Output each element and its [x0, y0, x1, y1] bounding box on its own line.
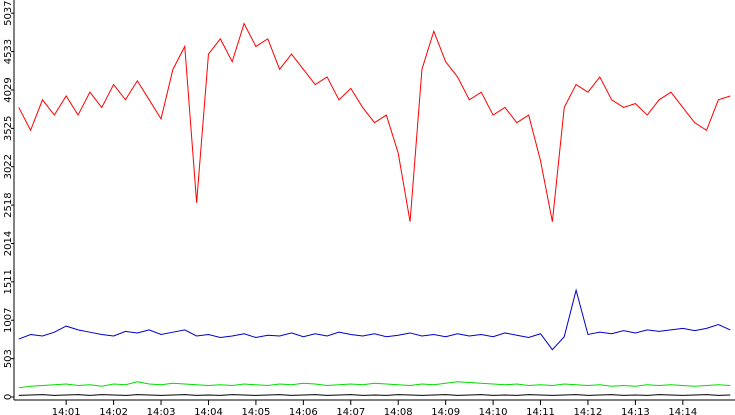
- x-tick-label: 14:02: [99, 407, 128, 415]
- y-tick-label: 5037: [3, 0, 14, 25]
- x-tick-label: 14:10: [479, 407, 508, 415]
- series-line: [18, 22, 731, 222]
- x-tick-label: 14:14: [668, 407, 697, 415]
- series-line: [18, 381, 731, 389]
- y-tick-label: 2014: [3, 231, 14, 256]
- y-tick-label: 1511: [3, 269, 14, 294]
- y-tick-label: 4533: [3, 39, 14, 64]
- x-tick-label: 14:11: [526, 407, 555, 415]
- x-tick-label: 14:07: [336, 407, 365, 415]
- y-tick-label: 0: [3, 394, 14, 400]
- series-line: [18, 288, 731, 351]
- y-tick-label: 1007: [3, 308, 14, 333]
- series-line: [18, 394, 731, 396]
- y-tick-label: 4029: [3, 77, 14, 102]
- x-tick-label: 14:08: [384, 407, 413, 415]
- x-tick-label: 14:05: [242, 407, 271, 415]
- x-tick-label: 14:03: [147, 407, 176, 415]
- y-tick-label: 3525: [3, 116, 14, 141]
- x-tick-label: 14:04: [194, 407, 223, 415]
- y-tick-label: 503: [3, 349, 14, 368]
- x-tick-label: 14:06: [289, 407, 318, 415]
- y-tick-label: 2518: [3, 192, 14, 217]
- y-tick-label: 3022: [3, 154, 14, 179]
- x-tick-label: 14:09: [431, 407, 460, 415]
- x-tick-label: 14:12: [574, 407, 603, 415]
- x-tick-label: 14:01: [52, 407, 81, 415]
- x-tick-label: 14:13: [621, 407, 650, 415]
